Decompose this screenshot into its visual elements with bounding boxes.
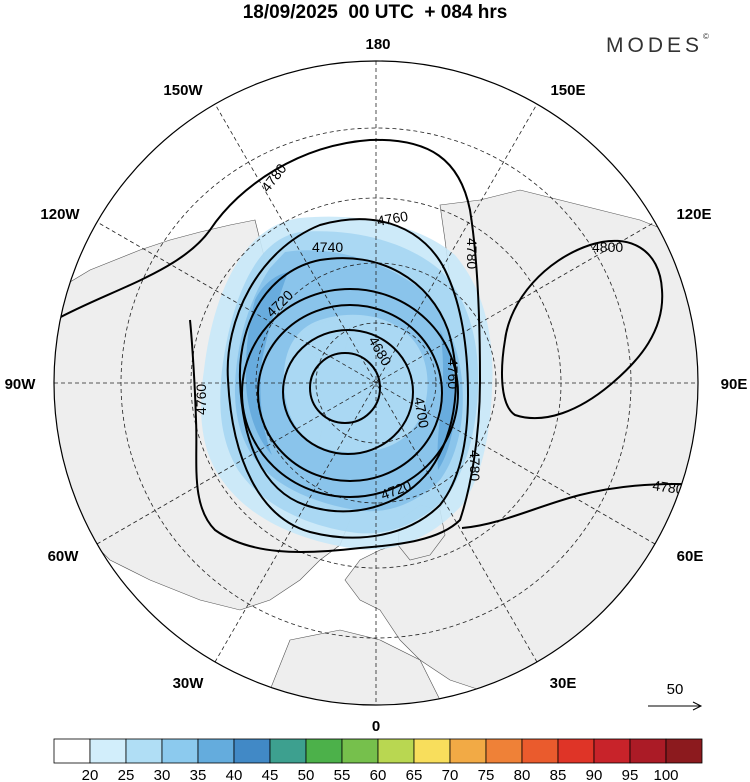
contour-label: 4780 — [464, 238, 480, 269]
wind-reference-vector: 50 — [648, 681, 703, 711]
colorbar-tick-label: 85 — [550, 767, 567, 782]
parallel-70 — [255, 262, 497, 504]
contour-label: 4780 — [467, 450, 483, 481]
lon-label-60w: 60W — [48, 548, 80, 565]
contour-4740 — [238, 257, 457, 513]
chart-title: 18/09/2025 00 UTC + 084 hrs — [242, 2, 508, 23]
colorbar-tick-label: 65 — [406, 767, 423, 782]
contour-4760 — [226, 218, 470, 539]
contour-4720-inner — [257, 304, 443, 482]
wind-reference-label: 50 — [667, 681, 684, 698]
contour-label: 4800 — [592, 239, 623, 255]
lon-label-150e: 150E — [550, 82, 585, 99]
colorbar-swatch — [449, 738, 487, 764]
colorbar-tick-label: 70 — [442, 767, 459, 782]
colorbar: 20 25 30 35 40 45 50 55 60 65 70 75 80 85 90 95 100 — [53, 738, 703, 782]
parallel-60 — [190, 197, 562, 569]
contour-label: 4760 — [376, 208, 410, 229]
colorbar-swatch — [557, 738, 595, 764]
colorbar-tick-label: 100 — [653, 767, 678, 782]
colorbar-swatch — [89, 738, 127, 764]
colorbar-tick-label: 90 — [586, 767, 603, 782]
colorbar-swatch — [593, 738, 631, 764]
colorbar-tick-label: 95 — [622, 767, 639, 782]
contour-4700 — [282, 329, 414, 455]
colorbar-swatch — [233, 738, 271, 764]
parallel-50 — [120, 127, 632, 639]
colorbar-tick-label: 45 — [262, 767, 279, 782]
colorbar-swatch — [161, 738, 199, 764]
colorbar-swatch — [305, 738, 343, 764]
contour-4780 — [54, 138, 482, 553]
contour-label: 4760 — [193, 384, 209, 415]
parallel-80 — [315, 322, 437, 444]
contour-4780-right — [461, 482, 698, 529]
brand-name: MODES — [606, 34, 704, 57]
colorbar-tick-label: 20 — [82, 767, 99, 782]
colorbar-swatch — [269, 738, 307, 764]
map-border — [53, 60, 699, 706]
colorbar-tick-label: 50 — [298, 767, 315, 782]
colorbar-tick-label: 25 — [118, 767, 135, 782]
lon-label-180: 180 — [365, 36, 390, 53]
longitude-labels: 180 0 90W 90E 150W 150E 120W 120E 60W 60… — [5, 36, 748, 735]
colorbar-tick-label: 35 — [190, 767, 207, 782]
lon-label-0: 0 — [372, 718, 380, 735]
lon-label-150w: 150W — [163, 82, 203, 99]
colorbar-swatch — [197, 738, 235, 764]
lon-label-90e: 90E — [721, 376, 748, 393]
colorbar-tick-label: 55 — [334, 767, 351, 782]
contour-4680 — [309, 352, 381, 424]
colorbar-tick-label: 30 — [154, 767, 171, 782]
graticule — [54, 61, 698, 705]
colorbar-tick-label: 75 — [478, 767, 495, 782]
colorbar-swatch — [377, 738, 415, 764]
colorbar-tick-label: 40 — [226, 767, 243, 782]
contours — [54, 138, 698, 553]
colorbar-swatch — [521, 738, 559, 764]
colorbar-swatch — [485, 738, 523, 764]
meridian-60w-120e — [96, 221, 656, 545]
brand-mark: © — [703, 32, 709, 41]
contour-label: 4700 — [411, 396, 432, 430]
contour-4800 — [501, 239, 664, 420]
lon-label-120w: 120W — [40, 206, 80, 223]
contour-label: 4760 — [445, 358, 461, 389]
colorbar-swatch — [629, 738, 667, 764]
wind-reference-arrowhead — [692, 701, 703, 711]
colorbar-swatch — [665, 738, 703, 764]
colorbar-tick-label: 80 — [514, 767, 531, 782]
colorbar-swatch — [53, 738, 91, 764]
contour-label: 4780 — [652, 477, 685, 497]
colorbar-swatch — [125, 738, 163, 764]
colorbar-tick-label: 60 — [370, 767, 387, 782]
lon-label-60e: 60E — [677, 548, 704, 565]
lon-label-90w: 90W — [5, 376, 37, 393]
lon-label-30w: 30W — [173, 675, 205, 692]
colorbar-swatch — [341, 738, 379, 764]
brand-logo: MODES© — [606, 32, 709, 58]
shade-35 — [234, 250, 463, 512]
contour-4720-outer — [241, 288, 459, 498]
colorbar-swatch — [413, 738, 451, 764]
lon-label-120e: 120E — [676, 206, 711, 223]
lon-label-30e: 30E — [550, 675, 577, 692]
contour-label: 4740 — [312, 239, 343, 255]
